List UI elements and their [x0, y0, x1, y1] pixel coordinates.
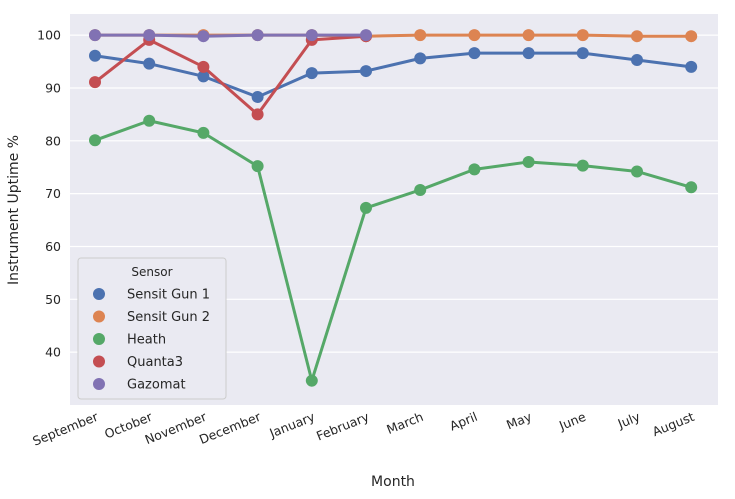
- series-line: [93, 34, 368, 116]
- data-point: [468, 29, 481, 42]
- data-point: [251, 90, 264, 103]
- y-axis-ticks: 40 50 60 70 80 90 100: [37, 28, 61, 360]
- legend-marker: [93, 378, 105, 390]
- data-point: [360, 65, 372, 78]
- legend-marker: [93, 288, 105, 300]
- data-point: [414, 52, 427, 65]
- data-point: [631, 53, 643, 66]
- legend: Sensor Sensit Gun 1 Sensit Gun 2 Heath Quan…: [77, 257, 227, 400]
- y-tick-label: 100: [37, 28, 61, 43]
- data-point: [685, 30, 698, 43]
- data-point: [305, 374, 318, 387]
- data-point: [468, 47, 481, 60]
- legend-marker: [93, 355, 105, 368]
- legend-label: Heath: [127, 333, 166, 348]
- x-tick-label: May: [504, 409, 534, 433]
- series-line: [93, 33, 368, 38]
- data-point: [631, 30, 643, 43]
- legend-label: Sensit Gun 1: [127, 288, 210, 303]
- data-point: [89, 49, 101, 62]
- data-point: [522, 29, 535, 42]
- y-tick-label: 40: [45, 345, 61, 360]
- data-point: [522, 155, 535, 168]
- x-tick-label: July: [615, 409, 643, 432]
- data-point: [143, 57, 156, 70]
- data-point: [468, 163, 481, 176]
- x-tick-label: March: [384, 409, 425, 437]
- data-point: [414, 29, 427, 42]
- data-point: [305, 29, 318, 42]
- data-point: [251, 29, 264, 42]
- data-point: [360, 201, 372, 214]
- series-line: [93, 119, 693, 383]
- x-tick-label: August: [650, 409, 696, 439]
- y-axis-title: Instrument Uptime %: [6, 135, 22, 285]
- data-point: [143, 114, 156, 127]
- series-gazomat: [89, 29, 372, 43]
- x-axis-title: Month: [371, 474, 415, 490]
- data-point: [197, 60, 210, 73]
- data-point: [89, 134, 101, 147]
- data-point: [576, 29, 589, 42]
- legend-title: Sensor: [131, 265, 172, 279]
- x-tick-label: April: [447, 409, 479, 434]
- data-point: [576, 159, 589, 172]
- data-point: [685, 181, 698, 194]
- y-tick-label: 80: [45, 133, 61, 148]
- data-point: [360, 29, 372, 42]
- series-layer: [89, 29, 698, 387]
- legend-items: Sensit Gun 1 Sensit Gun 2 Heath Quanta3 Gazo…: [93, 288, 210, 393]
- legend-label: Sensit Gun 2: [127, 310, 210, 325]
- y-tick-label: 60: [45, 239, 61, 254]
- data-point: [251, 108, 264, 121]
- legend-box: [77, 257, 227, 400]
- data-point: [143, 29, 156, 42]
- data-point: [89, 29, 101, 42]
- y-tick-label: 90: [45, 80, 61, 95]
- series-line: [93, 51, 693, 99]
- legend-label: Gazomat: [127, 378, 186, 393]
- legend-marker: [93, 333, 105, 345]
- legend-marker: [93, 310, 105, 323]
- data-point: [305, 67, 318, 80]
- x-tick-label: February: [314, 409, 372, 444]
- y-tick-label: 50: [45, 292, 61, 307]
- data-point: [576, 47, 589, 60]
- data-point: [414, 183, 427, 196]
- series-heath: [89, 114, 698, 387]
- x-tick-label: June: [556, 409, 588, 434]
- data-point: [631, 165, 643, 178]
- y-tick-label: 70: [45, 186, 61, 201]
- data-point: [685, 60, 698, 73]
- series-sensit-gun-1: [89, 47, 698, 103]
- x-tick-label: January: [266, 409, 317, 441]
- data-point: [251, 160, 264, 173]
- data-point: [197, 30, 210, 43]
- x-tick-label: December: [197, 409, 264, 448]
- data-point: [89, 76, 101, 89]
- legend-label: Quanta3: [127, 355, 183, 370]
- data-point: [522, 47, 535, 60]
- data-point: [197, 70, 210, 83]
- data-point: [197, 126, 210, 139]
- x-tick-label: September: [30, 409, 100, 449]
